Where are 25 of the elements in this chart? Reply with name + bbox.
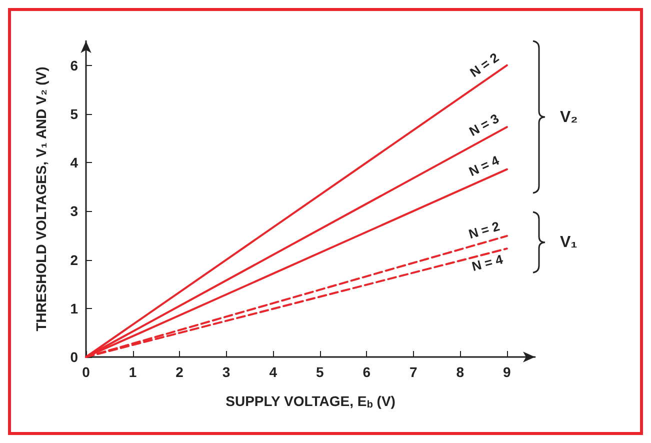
x-tick-label: 7 — [409, 364, 418, 380]
x-tick-label: 1 — [128, 364, 137, 380]
y-tick-label: 6 — [70, 57, 78, 74]
text: N = 4 — [466, 152, 502, 180]
y-tick-label: 0 — [70, 349, 78, 365]
x-tick-label: 3 — [222, 364, 230, 380]
y-tick-label: 1 — [70, 300, 78, 316]
x-tick-label: 4 — [269, 364, 278, 380]
text: V₁ — [560, 234, 578, 251]
x-tick-label: 0 — [82, 364, 90, 380]
y-tick-label: 3 — [70, 203, 78, 220]
x-tick-label: 2 — [176, 364, 184, 380]
text: V₂ — [560, 108, 578, 126]
x-tick-label: 9 — [503, 364, 512, 380]
text: N = 2 — [467, 50, 502, 80]
y-tick-label: 4 — [70, 154, 78, 171]
y-axis-title: THRESHOLD VOLTAGES, V₁ AND V₂ (V) — [33, 66, 49, 332]
text: N = 2 — [466, 218, 502, 242]
x-tick-label: 8 — [456, 364, 464, 380]
text: N = 3 — [466, 110, 502, 139]
text: N = 4 — [470, 251, 506, 274]
x-tick-label: 6 — [362, 364, 371, 380]
y-tick-label: 2 — [70, 252, 78, 268]
y-tick-label: 5 — [70, 106, 78, 122]
x-tick-label: 5 — [316, 364, 324, 380]
